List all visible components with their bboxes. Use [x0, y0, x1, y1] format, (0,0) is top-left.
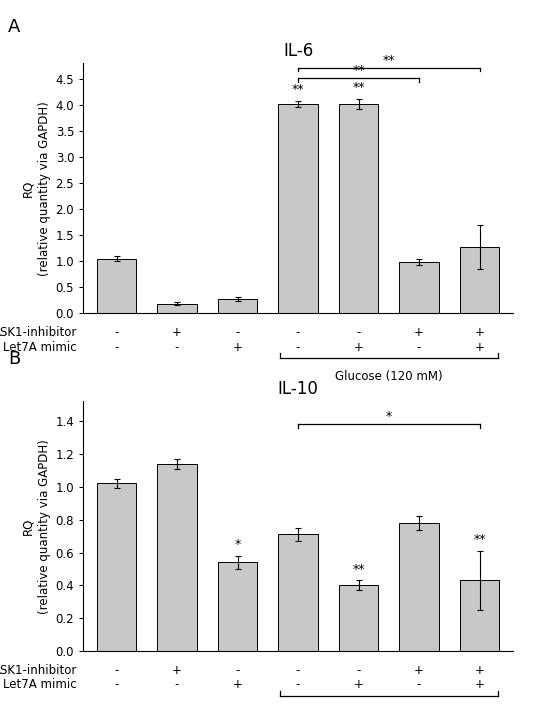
Title: IL-6: IL-6	[283, 42, 313, 61]
Text: +: +	[233, 679, 243, 691]
Text: +: +	[475, 665, 484, 677]
Bar	[97, 484, 136, 651]
Text: Glucose (120 mM): Glucose (120 mM)	[335, 370, 442, 382]
Bar	[97, 258, 136, 313]
Text: +: +	[172, 327, 182, 339]
Text: -: -	[114, 341, 119, 353]
Text: Let7A mimic: Let7A mimic	[3, 679, 77, 691]
Text: -: -	[296, 327, 300, 339]
Text: -: -	[114, 327, 119, 339]
Text: -: -	[114, 665, 119, 677]
Bar	[460, 246, 499, 313]
Bar	[278, 104, 318, 313]
Bar	[157, 304, 197, 313]
Text: **: **	[352, 563, 365, 576]
Text: B: B	[8, 350, 20, 368]
Bar	[218, 298, 257, 313]
Text: +: +	[172, 665, 182, 677]
Text: -: -	[357, 327, 361, 339]
Text: -: -	[235, 665, 240, 677]
Text: -: -	[417, 679, 421, 691]
Bar	[400, 263, 439, 313]
Bar	[278, 534, 318, 651]
Text: -: -	[175, 679, 179, 691]
Text: **: **	[382, 54, 395, 66]
Text: +: +	[475, 341, 484, 353]
Bar	[218, 562, 257, 651]
Text: -: -	[296, 341, 300, 353]
Bar	[400, 523, 439, 651]
Text: +: +	[353, 679, 364, 691]
Bar	[339, 104, 378, 313]
Text: -: -	[296, 679, 300, 691]
Text: -: -	[417, 341, 421, 353]
Y-axis label: RQ
(relative quantity via GAPDH): RQ (relative quantity via GAPDH)	[21, 101, 52, 276]
Text: **: **	[352, 81, 365, 94]
Bar	[157, 464, 197, 651]
Text: +: +	[353, 341, 364, 353]
Text: **: **	[292, 83, 304, 96]
Text: A: A	[8, 18, 20, 36]
Text: **: **	[473, 534, 486, 546]
Text: *: *	[386, 410, 392, 423]
Text: +: +	[475, 327, 484, 339]
Text: ASK1-inhibitor: ASK1-inhibitor	[0, 665, 77, 677]
Text: -: -	[175, 341, 179, 353]
Text: +: +	[414, 665, 424, 677]
Text: Let7A mimic: Let7A mimic	[3, 341, 77, 353]
Text: -: -	[357, 665, 361, 677]
Text: +: +	[475, 679, 484, 691]
Text: -: -	[296, 665, 300, 677]
Y-axis label: RQ
(relative quantity via GAPDH): RQ (relative quantity via GAPDH)	[21, 439, 52, 614]
Text: *: *	[235, 539, 241, 551]
Title: IL-10: IL-10	[278, 380, 318, 398]
Bar	[339, 586, 378, 651]
Text: **: **	[352, 64, 365, 77]
Text: +: +	[414, 327, 424, 339]
Text: -: -	[235, 327, 240, 339]
Text: ASK1-inhibitor: ASK1-inhibitor	[0, 327, 77, 339]
Text: -: -	[114, 679, 119, 691]
Text: +: +	[233, 341, 243, 353]
Bar	[460, 581, 499, 651]
